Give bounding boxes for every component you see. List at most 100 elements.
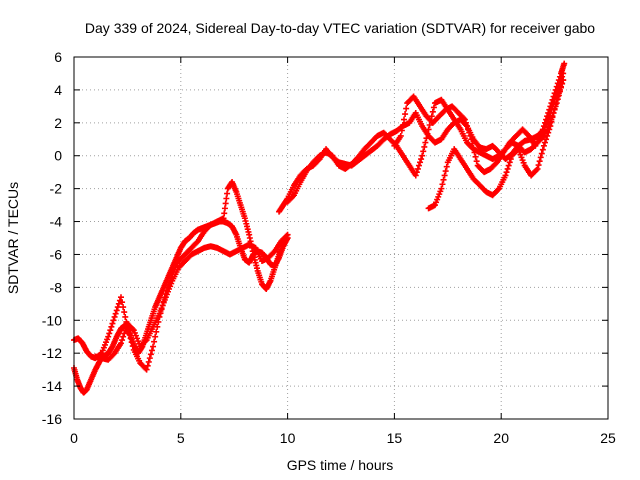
x-tick-label: 15 [387, 430, 403, 446]
data-point [549, 114, 556, 121]
data-point [415, 162, 422, 169]
data-point [439, 181, 446, 188]
data-point [553, 96, 560, 103]
data-point [470, 145, 477, 152]
data-point [537, 154, 544, 161]
data-point [429, 108, 436, 115]
data-point [128, 339, 135, 346]
data-point [461, 116, 468, 123]
x-tick-label: 20 [493, 430, 509, 446]
data-point [535, 162, 542, 169]
data-point [399, 122, 406, 129]
data-point [148, 347, 155, 354]
data-point [401, 116, 408, 123]
data-point [547, 123, 554, 130]
data-point [283, 232, 290, 239]
data-point [541, 139, 548, 146]
data-point [143, 366, 150, 373]
series-4 [276, 70, 567, 215]
x-tick-label: 0 [70, 430, 78, 446]
chart-title: Day 339 of 2024, Sidereal Day-to-day VTE… [85, 20, 595, 36]
data-point [548, 118, 555, 125]
y-axis-label: SDTVAR / TECUs [5, 182, 21, 294]
data-point [502, 172, 509, 179]
data-point [120, 333, 127, 340]
data-point [146, 355, 153, 362]
data-point [552, 101, 559, 108]
data-point [561, 60, 568, 67]
series-5 [284, 77, 567, 205]
data-point [284, 231, 291, 238]
data-point [112, 310, 119, 317]
data-point [546, 126, 553, 133]
data-point [117, 340, 124, 347]
data-point [545, 129, 552, 136]
data-point [539, 146, 546, 153]
data-point [556, 86, 563, 93]
y-tick-label: 0 [54, 148, 62, 164]
data-point [467, 132, 474, 139]
y-tick-label: 6 [54, 49, 62, 65]
data-point [142, 338, 149, 345]
data-point [418, 156, 425, 163]
data-point [120, 304, 127, 311]
data-point [423, 135, 430, 142]
data-point [122, 327, 129, 334]
data-point [150, 343, 157, 350]
y-tick-label: -16 [42, 411, 62, 427]
data-point [421, 143, 428, 150]
data-point [126, 331, 133, 338]
data-point [106, 330, 113, 337]
data-point [110, 317, 117, 324]
data-point [554, 93, 561, 100]
y-tick-label: 4 [54, 82, 62, 98]
data-point [536, 158, 543, 165]
data-point [468, 136, 475, 143]
data-point [544, 132, 551, 139]
data-point [464, 123, 471, 130]
data-point [441, 172, 448, 179]
data-point [551, 105, 558, 112]
data-point [462, 119, 469, 126]
data-point [548, 100, 555, 107]
data-point [426, 122, 433, 129]
y-tick-label: -14 [42, 378, 62, 394]
data-point [419, 152, 426, 159]
data-point [546, 106, 553, 113]
y-tick-label: -4 [50, 214, 63, 230]
grid [74, 57, 608, 419]
data-point [105, 333, 112, 340]
series-7 [425, 77, 567, 212]
data-point [397, 132, 404, 139]
data-point [127, 335, 134, 342]
y-tick-label: -8 [50, 279, 63, 295]
data-point [547, 103, 554, 110]
y-tick-label: -12 [42, 345, 62, 361]
data-point [550, 109, 557, 116]
data-point [152, 333, 159, 340]
data-point [108, 323, 115, 330]
data-point [540, 142, 547, 149]
data-point [544, 113, 551, 120]
data-point [540, 123, 547, 130]
x-axis: 0 5 10 15 20 25 [70, 57, 616, 446]
data-point [151, 338, 158, 345]
data-point [471, 149, 478, 156]
data-point [117, 294, 124, 301]
series-3 [92, 231, 291, 363]
data-point [505, 162, 512, 169]
data-point [545, 109, 552, 116]
data-point [119, 299, 126, 306]
data-point [534, 165, 541, 172]
y-tick-label: -10 [42, 312, 62, 328]
data-point [114, 304, 121, 311]
series-2 [71, 179, 291, 373]
data-point [533, 166, 540, 173]
data-point [543, 136, 550, 143]
data-point [506, 159, 513, 166]
data-point [417, 159, 424, 166]
data-point [413, 169, 420, 176]
data-point [424, 130, 431, 137]
y-axis: 6 4 2 0 -2 -4 -6 -8 -10 -12 -14 -16 [42, 49, 608, 427]
